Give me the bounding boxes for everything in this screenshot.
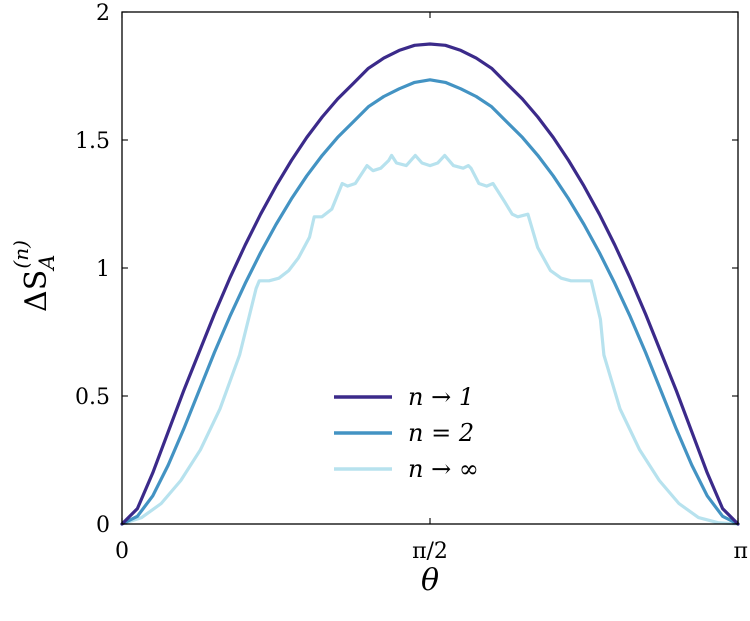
y-tick-label: 1.5 bbox=[75, 129, 110, 154]
plot-frame bbox=[121, 11, 739, 525]
legend-label-3: n → ∞ bbox=[408, 455, 479, 483]
legend: n → 1 n = 2 n → ∞ bbox=[334, 383, 479, 483]
legend-label-1: n → 1 bbox=[408, 383, 474, 411]
x-axis-title: θ bbox=[421, 563, 439, 598]
y-axis-title-main: ΔS bbox=[19, 270, 54, 312]
x-tick-label: π bbox=[734, 539, 748, 564]
y-axis-title: ΔSA(n) bbox=[9, 240, 59, 312]
y-axis-title-subscript: A bbox=[35, 255, 59, 272]
series-line-1 bbox=[120, 42, 740, 526]
y-tick-label: 0 bbox=[96, 513, 110, 538]
y-tick-label: 0.5 bbox=[75, 385, 110, 410]
y-axis-title-superscript: (n) bbox=[9, 240, 33, 269]
y-tick-label: 1 bbox=[96, 257, 110, 282]
series-line-2 bbox=[120, 78, 740, 526]
series-layer bbox=[120, 42, 740, 526]
y-tick-label: 2 bbox=[96, 1, 110, 26]
x-tick-label: 0 bbox=[115, 539, 129, 564]
x-tick-label: π/2 bbox=[412, 539, 448, 564]
legend-label-2: n = 2 bbox=[408, 419, 474, 447]
tick-layer: 0 π/2 π 0 0.5 1 1.5 2 bbox=[75, 1, 748, 564]
series-line-3 bbox=[120, 153, 740, 526]
